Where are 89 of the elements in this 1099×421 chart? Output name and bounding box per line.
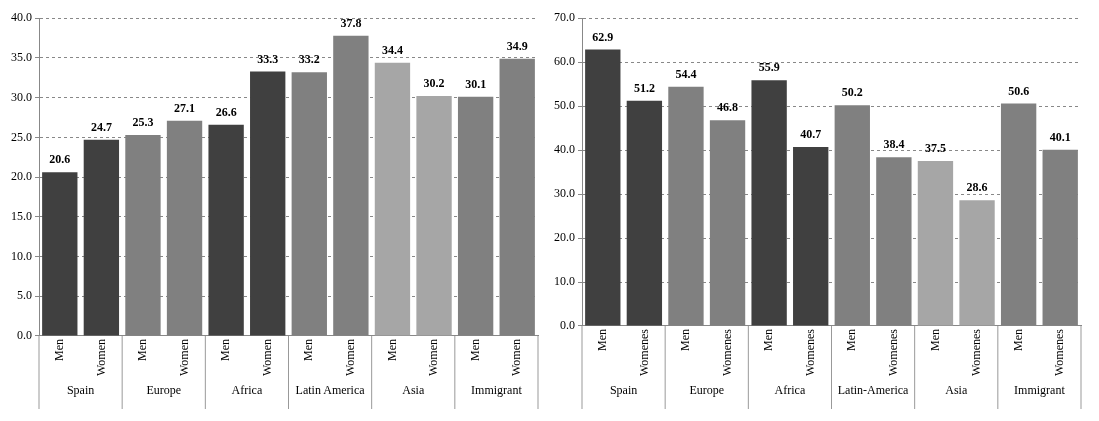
bar bbox=[374, 62, 411, 336]
x-tick-label: Men bbox=[467, 338, 482, 361]
x-tick-label: Men bbox=[1010, 328, 1025, 351]
data-label: 28.6 bbox=[966, 180, 988, 195]
data-label: 34.4 bbox=[381, 42, 403, 57]
text: Spain bbox=[66, 383, 95, 398]
bar bbox=[585, 49, 621, 326]
x-tick-label: Women bbox=[343, 338, 358, 377]
x-tick-label: Men bbox=[135, 338, 150, 361]
bar bbox=[83, 139, 120, 336]
y-tick-label: 30.0 bbox=[554, 186, 575, 201]
x-tick-label: Men bbox=[594, 328, 609, 351]
text: Immigrant bbox=[471, 383, 523, 398]
data-label: 30.2 bbox=[423, 76, 445, 91]
x-tick-label: Men bbox=[301, 338, 316, 361]
x-tick-label: Men bbox=[51, 338, 66, 361]
data-label: 20.6 bbox=[49, 152, 71, 167]
data-label: 62.9 bbox=[592, 29, 614, 44]
x-tick-label: Men bbox=[927, 328, 942, 351]
x-tick-label: Women bbox=[93, 338, 108, 377]
data-label: 27.1 bbox=[174, 100, 196, 115]
x-tick-label: Men bbox=[218, 338, 233, 361]
bar bbox=[959, 200, 995, 326]
bar bbox=[208, 124, 244, 336]
bar bbox=[751, 80, 787, 326]
x-tick-label: Womenes bbox=[719, 328, 734, 377]
x-tick-label: Women bbox=[176, 338, 191, 377]
y-tick-label: 30.0 bbox=[11, 89, 32, 104]
text: Spain bbox=[609, 383, 638, 398]
data-label: 40.1 bbox=[1049, 129, 1071, 144]
text: Latin America bbox=[295, 383, 366, 398]
bar bbox=[416, 96, 452, 336]
y-tick-label: 40.0 bbox=[554, 142, 575, 157]
y-tick-label: 10.0 bbox=[554, 274, 575, 289]
x-tick-label: Men bbox=[678, 328, 693, 351]
y-tick-label: 20.0 bbox=[11, 169, 32, 184]
x-tick-label: Men bbox=[384, 338, 399, 361]
x-tick-label: Womenes bbox=[636, 328, 651, 377]
data-label: 26.6 bbox=[215, 104, 237, 119]
y-tick-label: 20.0 bbox=[554, 230, 575, 245]
x-tick-label: Men bbox=[844, 328, 859, 351]
x-tick-label: Womenes bbox=[886, 328, 901, 377]
x-tick-label: Womenes bbox=[802, 328, 817, 377]
y-tick-label: 10.0 bbox=[11, 248, 32, 263]
x-tick-label: Women bbox=[509, 338, 524, 377]
text: Latin-America bbox=[837, 383, 910, 398]
y-tick-label: 70.0 bbox=[554, 10, 575, 25]
x-tick-label: Women bbox=[259, 338, 274, 377]
data-label: 40.7 bbox=[800, 127, 822, 142]
text: Europe bbox=[146, 383, 182, 398]
bar bbox=[626, 100, 663, 326]
text: Asia bbox=[945, 383, 968, 398]
data-label: 33.3 bbox=[257, 51, 279, 66]
text: Africa bbox=[774, 383, 806, 398]
text: Asia bbox=[402, 383, 425, 398]
y-tick-label: 50.0 bbox=[554, 98, 575, 113]
data-label: 30.1 bbox=[465, 76, 487, 91]
data-label: 51.2 bbox=[633, 80, 655, 95]
y-tick-label: 25.0 bbox=[11, 129, 32, 144]
y-tick-label: 60.0 bbox=[554, 54, 575, 69]
data-label: 33.2 bbox=[298, 52, 320, 67]
y-tick-label: 0.0 bbox=[17, 328, 32, 343]
data-label: 25.3 bbox=[132, 115, 154, 130]
x-tick-label: Women bbox=[426, 338, 441, 377]
data-label: 37.5 bbox=[924, 141, 946, 156]
data-label: 55.9 bbox=[758, 60, 780, 75]
text: Immigrant bbox=[1014, 383, 1066, 398]
data-label: 37.8 bbox=[340, 15, 362, 30]
data-label: 34.9 bbox=[506, 38, 528, 53]
bar bbox=[917, 161, 954, 326]
text: Europe bbox=[689, 383, 725, 398]
y-tick-label: 5.0 bbox=[17, 288, 32, 303]
text: Africa bbox=[231, 383, 263, 398]
data-label: 50.2 bbox=[841, 85, 863, 100]
y-tick-label: 0.0 bbox=[560, 318, 575, 333]
y-tick-label: 35.0 bbox=[11, 50, 32, 65]
data-label: 50.6 bbox=[1008, 83, 1030, 98]
y-tick-label: 15.0 bbox=[11, 208, 32, 223]
data-label: 24.7 bbox=[90, 119, 112, 134]
x-tick-label: Womenes bbox=[1052, 328, 1067, 377]
data-label: 38.4 bbox=[883, 137, 905, 152]
x-tick-label: Womenes bbox=[969, 328, 984, 377]
bar bbox=[250, 71, 286, 336]
data-label: 46.8 bbox=[717, 100, 739, 115]
y-tick-label: 40.0 bbox=[11, 10, 32, 25]
data-label: 54.4 bbox=[675, 66, 697, 81]
bar bbox=[793, 147, 829, 326]
bar bbox=[42, 172, 78, 336]
x-tick-label: Men bbox=[761, 328, 776, 351]
